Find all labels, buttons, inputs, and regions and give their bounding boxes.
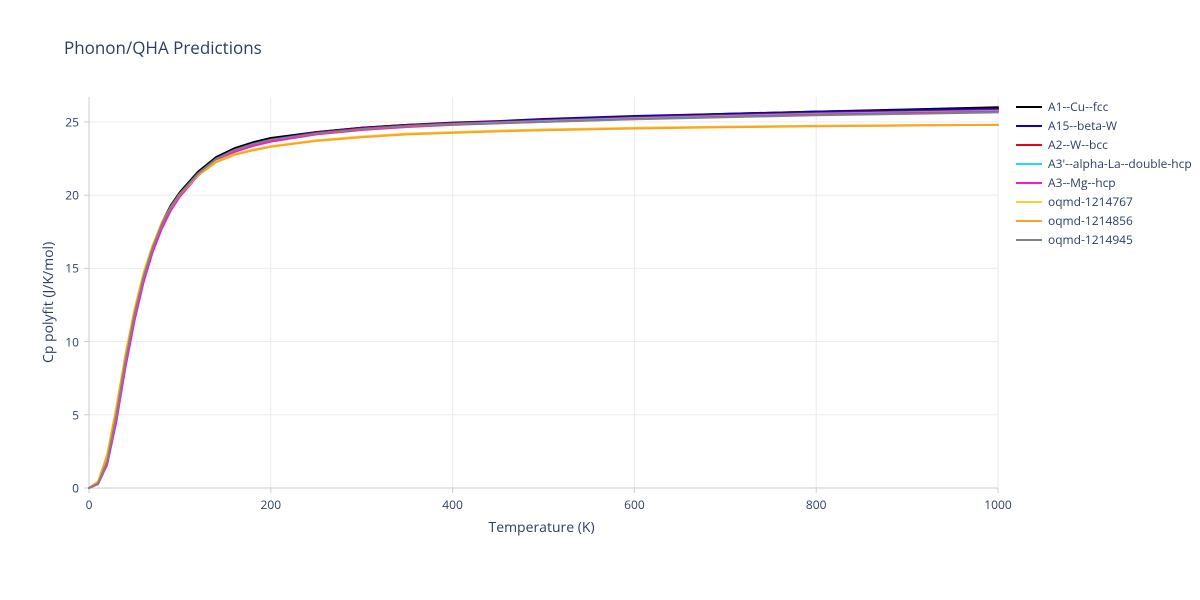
chart-title: Phonon/QHA Predictions xyxy=(64,36,262,59)
legend-label: oqmd-1214767 xyxy=(1048,193,1133,210)
chart-container: { "chart": { "type": "line", "title": "P… xyxy=(0,0,1200,600)
legend-entry[interactable]: oqmd-1214767 xyxy=(1016,192,1192,211)
x-tick-label: 0 xyxy=(86,496,93,513)
legend-swatch xyxy=(1016,182,1042,184)
plot-svg xyxy=(89,97,998,488)
legend-label: A2--W--bcc xyxy=(1048,136,1108,153)
legend-entry[interactable]: oqmd-1214945 xyxy=(1016,230,1192,249)
legend-entry[interactable]: A3--Mg--hcp xyxy=(1016,173,1192,192)
x-tick-label: 600 xyxy=(624,496,645,513)
x-tick-label: 800 xyxy=(806,496,827,513)
legend-swatch xyxy=(1016,220,1042,222)
legend-label: A3'--alpha-La--double-hcp xyxy=(1048,155,1192,172)
legend-swatch xyxy=(1016,106,1042,108)
legend-entry[interactable]: oqmd-1214856 xyxy=(1016,211,1192,230)
x-tick-label: 1000 xyxy=(984,496,1011,513)
x-axis-label: Temperature (K) xyxy=(489,518,595,537)
legend-label: A3--Mg--hcp xyxy=(1048,174,1116,191)
y-tick-label: 10 xyxy=(65,333,79,350)
legend-label: A1--Cu--fcc xyxy=(1048,98,1108,115)
legend-entry[interactable]: A15--beta-W xyxy=(1016,116,1192,135)
legend-swatch xyxy=(1016,144,1042,146)
x-tick-label: 200 xyxy=(261,496,282,513)
legend-entry[interactable]: A3'--alpha-La--double-hcp xyxy=(1016,154,1192,173)
y-axis-label: Cp polyfit (J/K/mol) xyxy=(39,241,58,362)
legend-swatch xyxy=(1016,163,1042,165)
legend[interactable]: A1--Cu--fcc A15--beta-W A2--W--bcc A3'--alp… xyxy=(1016,97,1192,249)
y-tick-label: 0 xyxy=(72,480,79,497)
legend-label: A15--beta-W xyxy=(1048,117,1117,134)
legend-entry[interactable]: A1--Cu--fcc xyxy=(1016,97,1192,116)
legend-swatch xyxy=(1016,201,1042,203)
legend-label: oqmd-1214945 xyxy=(1048,231,1133,248)
legend-label: oqmd-1214856 xyxy=(1048,212,1133,229)
y-tick-label: 15 xyxy=(65,260,79,277)
x-tick-label: 400 xyxy=(442,496,463,513)
y-tick-label: 25 xyxy=(65,113,79,130)
y-tick-label: 20 xyxy=(65,187,79,204)
y-tick-label: 5 xyxy=(72,406,79,423)
legend-swatch xyxy=(1016,239,1042,241)
legend-entry[interactable]: A2--W--bcc xyxy=(1016,135,1192,154)
legend-swatch xyxy=(1016,125,1042,127)
plot-area[interactable] xyxy=(89,97,998,488)
